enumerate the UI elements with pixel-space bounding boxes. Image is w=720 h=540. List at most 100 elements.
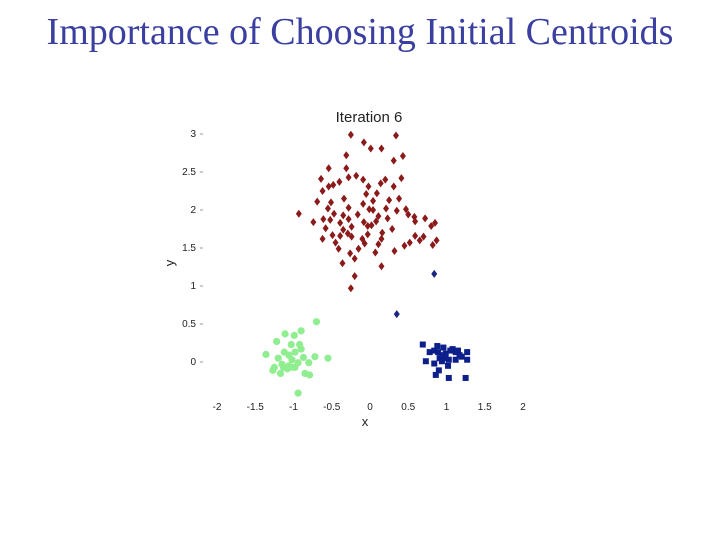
data-point-diamond — [370, 206, 377, 214]
data-point-square — [435, 367, 442, 374]
data-point-diamond — [386, 196, 393, 205]
data-point-diamond — [337, 231, 344, 240]
data-point-circle — [285, 362, 293, 370]
data-point-diamond — [339, 259, 346, 268]
data-point-square — [432, 371, 439, 378]
data-point-square — [434, 343, 441, 350]
data-point-diamond — [360, 175, 367, 184]
data-point-square — [442, 350, 449, 357]
x-tick-label: 0 — [367, 402, 373, 413]
data-point-diamond — [398, 174, 405, 183]
data-point-diamond — [368, 221, 375, 230]
data-point-circle — [276, 369, 285, 377]
data-points — [262, 130, 471, 397]
data-point-circle — [288, 356, 296, 364]
data-point-diamond — [390, 182, 397, 191]
data-point-diamond — [343, 151, 350, 160]
data-point-square — [435, 349, 442, 356]
x-tick-label: -2 — [213, 402, 222, 413]
data-point-square — [441, 355, 448, 362]
data-point-diamond — [351, 254, 358, 263]
data-point-diamond — [343, 164, 350, 173]
data-point-diamond — [314, 197, 321, 206]
data-point-diamond — [361, 239, 368, 248]
data-point-diamond — [373, 217, 380, 226]
data-point-diamond — [348, 222, 355, 231]
x-tick-label: 2 — [520, 402, 526, 413]
data-point-square — [454, 347, 461, 354]
data-point-diamond — [422, 214, 429, 223]
y-tick-label: 0.5 — [182, 319, 196, 330]
data-point-diamond — [379, 228, 386, 237]
data-point-diamond — [318, 174, 325, 183]
data-point-circle — [294, 389, 302, 397]
x-tick-label: 1.5 — [478, 402, 492, 413]
x-tick-label: -1 — [289, 402, 298, 413]
data-point-diamond — [320, 215, 327, 224]
data-point-circle — [299, 353, 308, 362]
data-point-diamond — [332, 238, 339, 247]
data-point-diamond — [396, 194, 403, 203]
x-tick-label: -1.5 — [247, 402, 265, 413]
data-point-circle — [274, 354, 282, 362]
x-tick-label: 0.5 — [401, 402, 415, 413]
data-point-diamond — [375, 212, 382, 221]
data-point-diamond — [384, 214, 391, 223]
data-point-circle — [290, 331, 298, 339]
data-point-diamond — [337, 218, 344, 227]
data-point-diamond — [340, 211, 347, 220]
data-point-diamond — [416, 236, 423, 245]
y-tick-label: 1.5 — [182, 243, 196, 254]
x-tick-label: 1 — [444, 402, 450, 413]
data-point-diamond — [382, 175, 389, 184]
data-point-square — [419, 341, 426, 348]
data-point-diamond — [378, 144, 385, 153]
data-point-diamond — [327, 215, 334, 224]
data-point-circle — [324, 354, 332, 362]
data-point-diamond — [365, 182, 372, 191]
data-point-diamond — [383, 204, 390, 213]
data-point-diamond — [431, 269, 438, 278]
data-point-circle — [305, 371, 314, 379]
y-tick-label: 2 — [190, 205, 196, 216]
data-point-diamond — [340, 194, 347, 203]
data-point-circle — [312, 318, 321, 326]
data-point-diamond — [360, 199, 367, 208]
data-point-diamond — [325, 182, 332, 191]
data-point-square — [436, 355, 443, 362]
data-point-diamond — [319, 234, 326, 243]
data-point-diamond — [393, 206, 400, 215]
data-point-square — [445, 374, 452, 381]
data-point-square — [449, 346, 456, 353]
data-point-diamond — [348, 232, 355, 241]
data-point-diamond — [399, 152, 406, 161]
data-point-diamond — [331, 209, 338, 218]
data-point-circle — [297, 345, 305, 353]
x-axis-label: x — [362, 414, 369, 429]
data-point-diamond — [377, 179, 384, 188]
data-point-diamond — [319, 187, 326, 195]
data-point-diamond — [347, 249, 354, 258]
data-point-circle — [280, 348, 288, 356]
data-point-circle — [291, 363, 299, 371]
data-point-diamond — [353, 171, 360, 180]
x-axis: -2 -1.5 -1 -0.5 0 0.5 1 1.5 2 — [213, 402, 527, 413]
data-point-diamond — [428, 221, 435, 230]
data-point-diamond — [370, 196, 377, 205]
data-point-diamond — [433, 236, 440, 245]
data-point-square — [464, 349, 471, 356]
y-tick-label: 3 — [190, 129, 196, 140]
slide-title: Importance of Choosing Initial Centroids — [46, 11, 674, 53]
data-point-diamond — [345, 173, 352, 182]
data-point-square — [431, 360, 438, 367]
data-point-diamond — [351, 272, 358, 281]
data-point-square — [445, 362, 452, 369]
data-point-diamond — [364, 221, 371, 230]
data-point-diamond — [390, 156, 397, 165]
data-point-circle — [287, 340, 295, 349]
data-point-diamond — [375, 240, 382, 249]
data-point-diamond — [372, 248, 379, 257]
data-point-diamond — [310, 218, 317, 227]
y-tick-label: 0 — [190, 357, 196, 368]
